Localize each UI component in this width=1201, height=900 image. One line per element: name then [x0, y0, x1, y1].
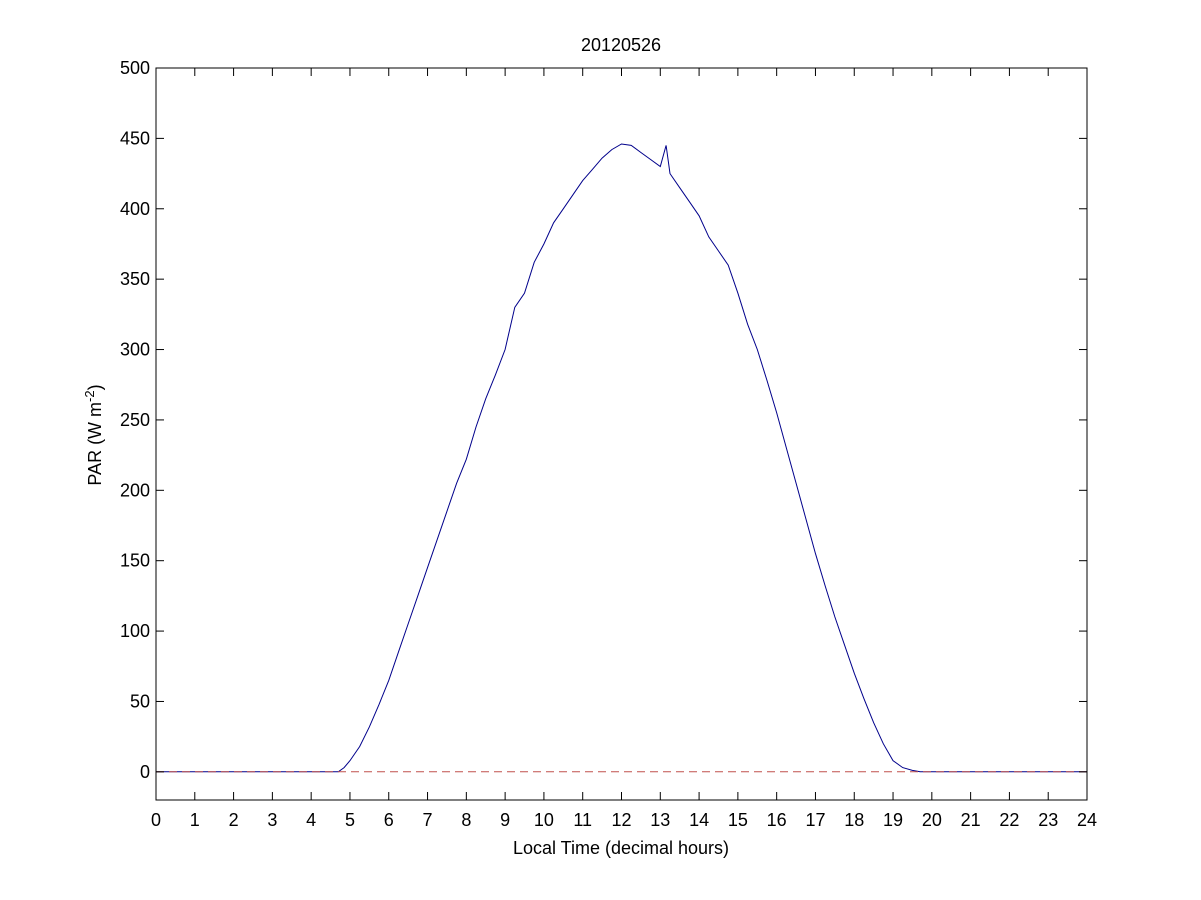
ticks-layer: 0 1 2 3 4 5 6 7 8 9 10 11 12 13 14 15 16 17 18 19 20 21 22 23 24… — [120, 58, 1097, 830]
x-tick-label: 7 — [423, 810, 433, 830]
y-axis-label-base: PAR (W m — [85, 402, 105, 486]
x-tick-label: 10 — [534, 810, 554, 830]
y-axis-label-end: ) — [85, 384, 105, 390]
x-tick-label: 17 — [805, 810, 825, 830]
par-series-line — [156, 143, 1087, 773]
y-axis-label-sup: -2 — [82, 390, 97, 402]
y-tick-label: 300 — [120, 340, 150, 360]
chart-title: 20120526 — [581, 35, 661, 55]
y-tick-label: 200 — [120, 480, 150, 500]
x-tick-label: 24 — [1077, 810, 1097, 830]
x-tick-label: 8 — [461, 810, 471, 830]
y-tick-label: 250 — [120, 410, 150, 430]
x-tick-label: 11 — [573, 810, 592, 830]
x-tick-label: 3 — [267, 810, 277, 830]
x-tick-label: 6 — [384, 810, 394, 830]
x-tick-label: 21 — [961, 810, 981, 830]
x-tick-label: 14 — [689, 810, 709, 830]
y-tick-label: 150 — [120, 551, 150, 571]
x-tick-label: 19 — [883, 810, 903, 830]
series-layer — [156, 143, 1087, 773]
x-tick-label: 12 — [611, 810, 631, 830]
y-tick-label: 100 — [120, 621, 150, 641]
y-axis-label: PAR (W m-2) — [82, 384, 105, 485]
x-tick-label: 9 — [500, 810, 510, 830]
y-tick-label: 350 — [120, 269, 150, 289]
x-tick-label: 0 — [151, 810, 161, 830]
y-tick-label: 450 — [120, 128, 150, 148]
x-tick-label: 4 — [306, 810, 316, 830]
y-tick-label: 0 — [140, 762, 150, 782]
y-tick-label: 50 — [130, 691, 150, 711]
x-tick-label: 23 — [1038, 810, 1058, 830]
x-tick-label: 20 — [922, 810, 942, 830]
x-tick-label: 16 — [767, 810, 787, 830]
x-tick-label: 1 — [190, 810, 200, 830]
x-axis-label: Local Time (decimal hours) — [513, 838, 729, 858]
y-tick-label: 400 — [120, 199, 150, 219]
x-tick-label: 5 — [345, 810, 355, 830]
plot-frame — [155, 67, 1088, 801]
x-tick-label: 13 — [650, 810, 670, 830]
y-tick-label: 500 — [120, 58, 150, 78]
x-tick-label: 2 — [229, 810, 239, 830]
x-tick-label: 15 — [728, 810, 748, 830]
x-tick-label: 18 — [844, 810, 864, 830]
x-tick-label: 22 — [999, 810, 1019, 830]
